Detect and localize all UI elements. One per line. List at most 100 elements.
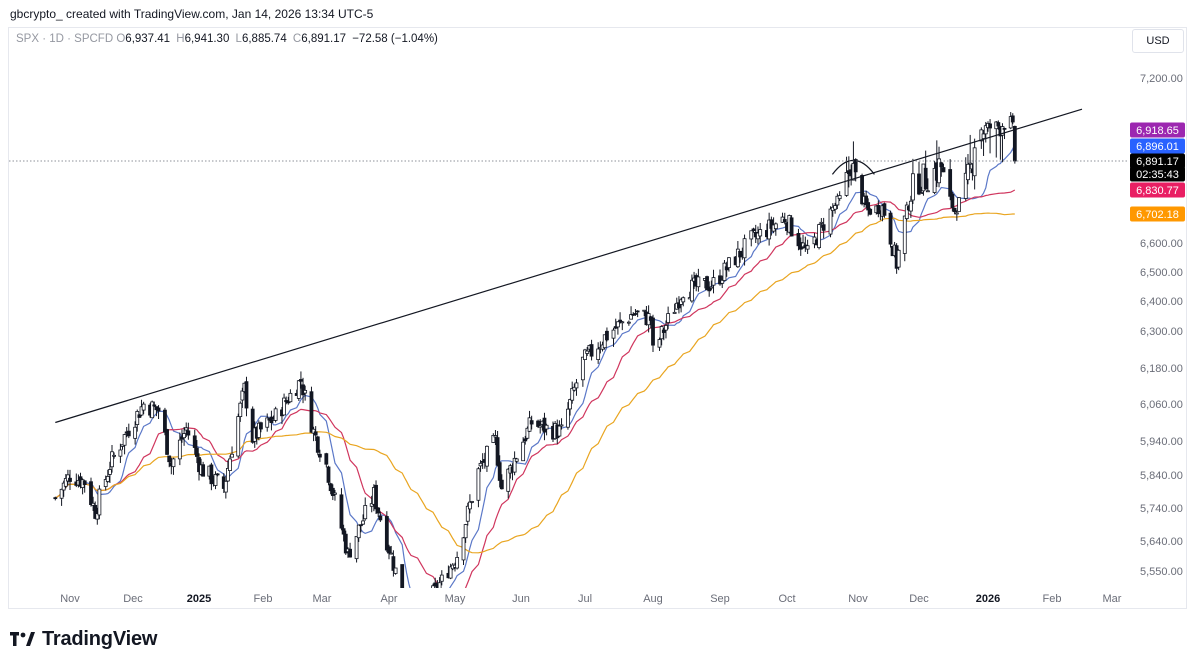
- candle[interactable]: [972, 138, 977, 190]
- candle[interactable]: [864, 190, 869, 208]
- candle[interactable]: [773, 222, 778, 236]
- candle[interactable]: [215, 473, 220, 477]
- candle[interactable]: [491, 433, 496, 444]
- candle[interactable]: [882, 202, 887, 218]
- candle[interactable]: [566, 402, 570, 430]
- candle[interactable]: [68, 469, 72, 490]
- candle[interactable]: [707, 281, 712, 297]
- candle[interactable]: [937, 146, 941, 188]
- candle[interactable]: [330, 484, 335, 501]
- candle[interactable]: [497, 455, 502, 488]
- candle[interactable]: [244, 376, 249, 417]
- candle[interactable]: [544, 423, 549, 436]
- candle[interactable]: [194, 440, 199, 464]
- candle[interactable]: [782, 212, 787, 225]
- candle[interactable]: [410, 606, 413, 634]
- candle[interactable]: [110, 444, 114, 473]
- candle[interactable]: [844, 156, 849, 197]
- candle[interactable]: [152, 401, 157, 407]
- candle[interactable]: [767, 212, 772, 246]
- candle[interactable]: [837, 191, 842, 202]
- candle[interactable]: [167, 455, 172, 468]
- candle[interactable]: [97, 485, 102, 520]
- candle[interactable]: [299, 371, 303, 389]
- candle[interactable]: [727, 257, 731, 272]
- candle[interactable]: [303, 385, 308, 401]
- candle[interactable]: [835, 193, 840, 210]
- candle[interactable]: [709, 280, 714, 291]
- candle[interactable]: [952, 207, 957, 215]
- candle[interactable]: [988, 119, 992, 154]
- candle[interactable]: [876, 200, 881, 218]
- candle[interactable]: [465, 502, 470, 526]
- candle[interactable]: [226, 460, 230, 482]
- candle[interactable]: [512, 451, 517, 476]
- candle[interactable]: [348, 542, 352, 558]
- candle[interactable]: [391, 550, 396, 577]
- candle[interactable]: [833, 202, 837, 214]
- candle[interactable]: [939, 161, 944, 177]
- candle[interactable]: [324, 452, 329, 468]
- candle[interactable]: [448, 563, 453, 580]
- candle[interactable]: [63, 474, 68, 489]
- candle[interactable]: [296, 379, 301, 401]
- candle[interactable]: [1010, 113, 1015, 125]
- candle[interactable]: [288, 389, 293, 403]
- candle[interactable]: [341, 524, 346, 542]
- candle[interactable]: [455, 551, 460, 570]
- candle[interactable]: [259, 421, 263, 433]
- candle[interactable]: [461, 537, 466, 566]
- candle[interactable]: [642, 309, 647, 317]
- candle[interactable]: [585, 346, 590, 357]
- candle[interactable]: [860, 173, 864, 206]
- candle[interactable]: [476, 467, 481, 508]
- candle[interactable]: [996, 120, 1001, 130]
- candle[interactable]: [135, 409, 140, 432]
- candle[interactable]: [718, 269, 722, 286]
- candle[interactable]: [470, 500, 474, 504]
- candle[interactable]: [400, 564, 405, 615]
- candle[interactable]: [819, 218, 824, 228]
- candle[interactable]: [403, 611, 406, 631]
- candle[interactable]: [137, 414, 142, 418]
- candle[interactable]: [240, 387, 245, 408]
- candle[interactable]: [677, 296, 681, 314]
- candle[interactable]: [681, 296, 686, 307]
- candle[interactable]: [495, 430, 500, 467]
- candle[interactable]: [536, 419, 540, 429]
- candle[interactable]: [223, 480, 228, 499]
- candle[interactable]: [896, 249, 901, 271]
- candle[interactable]: [213, 471, 218, 490]
- candle[interactable]: [789, 215, 794, 237]
- candle[interactable]: [926, 178, 930, 193]
- candle[interactable]: [273, 406, 278, 423]
- candle[interactable]: [478, 460, 483, 472]
- candle[interactable]: [493, 430, 498, 446]
- candle[interactable]: [328, 482, 333, 495]
- candle[interactable]: [186, 422, 191, 440]
- candle[interactable]: [439, 570, 444, 586]
- candle[interactable]: [463, 523, 468, 543]
- candle[interactable]: [437, 577, 442, 596]
- candle[interactable]: [626, 320, 631, 326]
- candle[interactable]: [705, 275, 709, 291]
- candle[interactable]: [521, 437, 526, 462]
- candle[interactable]: [156, 405, 161, 419]
- candle[interactable]: [690, 274, 694, 303]
- candle[interactable]: [356, 524, 361, 542]
- candle[interactable]: [112, 452, 116, 459]
- candle[interactable]: [672, 303, 677, 314]
- candle[interactable]: [738, 250, 742, 263]
- candle[interactable]: [817, 223, 821, 250]
- candle[interactable]: [742, 234, 747, 266]
- candle[interactable]: [354, 535, 359, 563]
- candle[interactable]: [499, 474, 504, 490]
- candle[interactable]: [118, 443, 123, 463]
- candle[interactable]: [538, 419, 543, 434]
- candle[interactable]: [393, 567, 398, 575]
- candle[interactable]: [664, 320, 668, 339]
- candle[interactable]: [666, 306, 671, 330]
- candle[interactable]: [557, 420, 562, 438]
- currency-button[interactable]: USD: [1132, 29, 1184, 53]
- candle[interactable]: [163, 407, 167, 436]
